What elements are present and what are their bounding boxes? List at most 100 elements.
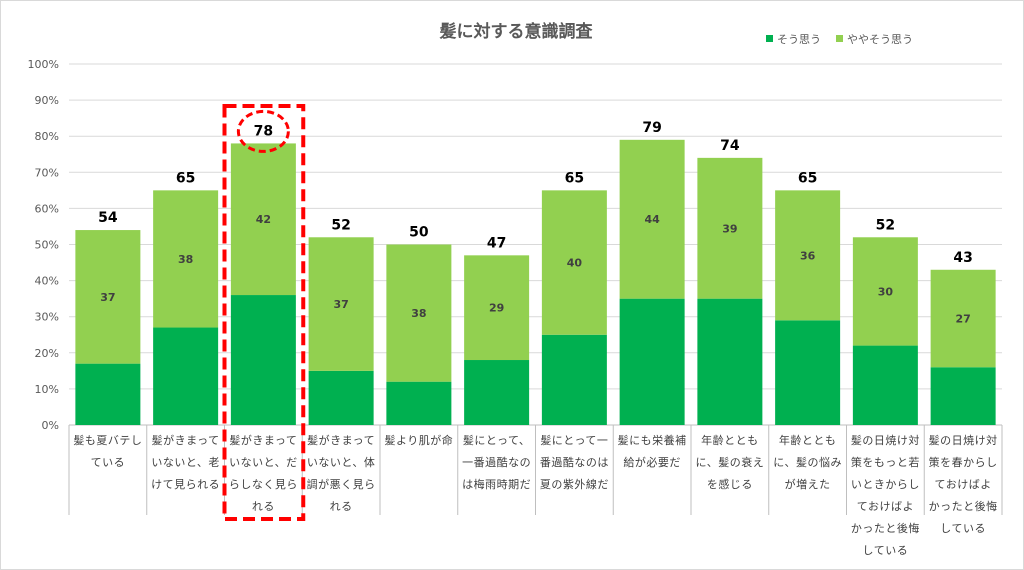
category-label: 髪がきまって [229, 433, 297, 447]
category-label: 髪も夏バテし [73, 433, 142, 447]
total-label: 52 [331, 217, 350, 233]
bar-yaya-sou-omou [619, 139, 685, 299]
legend-swatch-0 [766, 35, 773, 42]
category-label: いないと、老 [151, 456, 220, 469]
data-label: 30 [878, 285, 894, 298]
legend-label-1: ややそう思う [847, 33, 913, 46]
category-label: している [863, 544, 909, 557]
highlight-circle [236, 109, 290, 153]
bar-sou-omou [619, 298, 685, 425]
bar-sou-omou [930, 367, 996, 425]
bar-sou-omou [308, 370, 374, 425]
total-label: 54 [98, 210, 118, 226]
category-label: 年齢ととも [701, 433, 759, 447]
bar-sou-omou [541, 334, 607, 425]
bar-yaya-sou-omou [230, 143, 296, 296]
y-tick-label: 80% [35, 130, 59, 143]
bar-yaya-sou-omou [153, 190, 219, 328]
y-tick-label: 70% [35, 166, 59, 179]
category-label: 年齢ととも [779, 433, 837, 447]
bar-sou-omou [775, 320, 841, 425]
category-label: に、髪の衰え [696, 455, 765, 469]
legend-label-0: そう思う [777, 33, 821, 46]
total-label: 74 [720, 138, 740, 154]
category-label: ておけばよ [935, 478, 992, 491]
legend-swatch-1 [836, 35, 843, 42]
data-label: 38 [178, 253, 193, 266]
category-label: 髪がきまって [307, 433, 375, 447]
category-label: 策をもっと若 [851, 455, 920, 469]
bar-sou-omou [75, 363, 141, 425]
bar-yaya-sou-omou [75, 230, 141, 364]
y-tick-label: 20% [35, 347, 59, 360]
data-label: 42 [256, 213, 271, 226]
y-tick-label: 100% [28, 58, 59, 71]
category-label: を感じる [707, 478, 753, 491]
category-label: かったと後悔 [929, 499, 998, 513]
category-label: は梅雨時期だ [462, 477, 531, 491]
category-label: 髪がきまって [152, 433, 220, 447]
category-label: が増えた [785, 477, 831, 491]
category-label: れる [252, 500, 275, 513]
data-label: 44 [644, 213, 660, 226]
total-label: 65 [176, 170, 195, 186]
category-label: いないと、体 [307, 455, 376, 469]
category-label: 策を春からし [929, 455, 998, 469]
data-label: 36 [800, 249, 816, 262]
category-label: している [940, 522, 986, 535]
y-tick-label: 90% [35, 94, 59, 107]
category-label: けて見られる [151, 478, 220, 491]
data-label: 37 [100, 291, 115, 304]
y-tick-label: 60% [35, 202, 59, 215]
category-label: に、髪の悩み [773, 455, 842, 469]
bar-yaya-sou-omou [930, 269, 996, 368]
bar-yaya-sou-omou [464, 255, 530, 361]
category-label: 髪の日焼け対 [929, 433, 998, 447]
data-label: 39 [722, 222, 737, 235]
bar-sou-omou [852, 345, 918, 425]
category-label: 一番過酷なの [462, 456, 531, 469]
bar-yaya-sou-omou [386, 244, 452, 382]
y-tick-label: 50% [35, 239, 59, 252]
category-label: 夏の紫外線だ [540, 477, 609, 491]
total-label: 65 [798, 170, 817, 186]
total-label: 50 [409, 225, 429, 241]
highlight-box [222, 104, 306, 521]
bar-sou-omou [464, 360, 530, 425]
data-label: 29 [489, 302, 504, 315]
bar-yaya-sou-omou [697, 157, 763, 299]
bar-sou-omou [153, 327, 219, 425]
category-label: 給が必要だ [623, 455, 681, 469]
category-label: 髪より肌が命 [384, 433, 453, 447]
category-label: いないと、だ [229, 456, 298, 469]
data-label: 40 [567, 257, 583, 270]
chart-title: 髪に対する意識調査 [439, 21, 594, 42]
y-tick-label: 30% [35, 311, 59, 324]
total-label: 52 [876, 217, 895, 233]
category-label: いときからし [851, 478, 920, 491]
category-label: 番過酷なのは [540, 456, 609, 469]
category-label: れる [330, 500, 353, 513]
total-label: 78 [254, 123, 273, 139]
data-label: 38 [411, 307, 426, 320]
total-label: 65 [565, 170, 584, 186]
data-label: 27 [955, 313, 970, 326]
bar-sou-omou [386, 381, 452, 425]
total-label: 47 [487, 235, 506, 251]
y-tick-label: 40% [35, 275, 59, 288]
data-label: 37 [333, 298, 348, 311]
category-label: 髪にも栄養補 [618, 433, 687, 447]
category-label: かったと後悔 [851, 521, 920, 535]
bar-yaya-sou-omou [541, 190, 607, 335]
total-label: 43 [953, 250, 972, 266]
y-tick-label: 0% [42, 419, 59, 432]
category-label: らしなく見ら [229, 478, 298, 491]
category-label: ている [91, 456, 126, 469]
bar-yaya-sou-omou [775, 190, 841, 321]
category-label: 髪にとって一 [540, 433, 608, 447]
bar-yaya-sou-omou [852, 237, 918, 346]
y-tick-label: 10% [35, 383, 59, 396]
category-label: 髪の日焼け対 [851, 433, 920, 447]
